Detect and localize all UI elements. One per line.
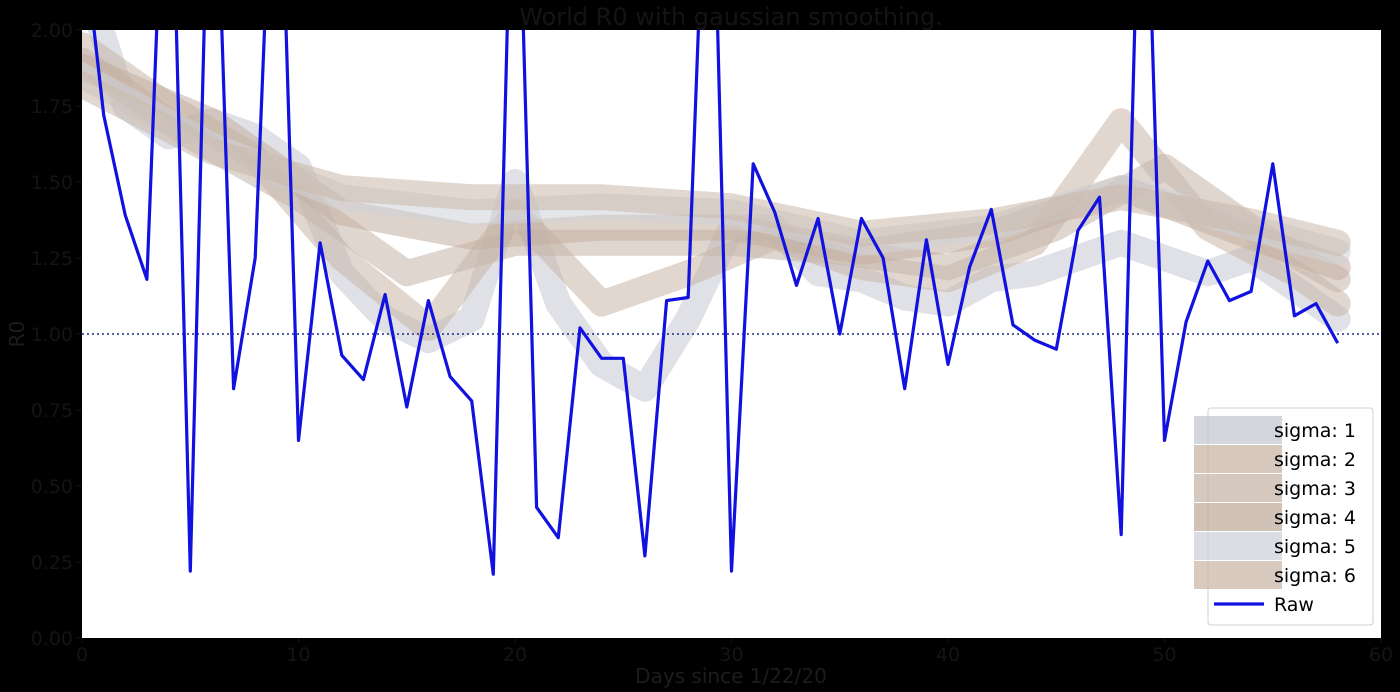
x-axis-label: Days since 1/22/20 bbox=[635, 664, 827, 688]
chart-title: World R0 with gaussian smoothing. bbox=[519, 3, 943, 31]
y-axis-label: R0 bbox=[5, 321, 29, 348]
legend-label: sigma: 1 bbox=[1274, 420, 1356, 442]
legend: sigma: 1 sigma: 2 sigma: 3 sigma: 4 sigma: 5… bbox=[1194, 407, 1374, 626]
legend-swatch bbox=[1194, 561, 1282, 589]
y-tick-label: 2.00 bbox=[31, 20, 73, 42]
legend-swatch bbox=[1194, 503, 1282, 531]
legend-label: sigma: 3 bbox=[1274, 478, 1356, 500]
x-tick-label: 40 bbox=[936, 644, 960, 666]
legend-label: sigma: 4 bbox=[1274, 507, 1356, 529]
x-tick-label: 30 bbox=[719, 644, 743, 666]
legend-swatch bbox=[1194, 416, 1282, 444]
y-tick-label: 1.50 bbox=[31, 172, 73, 194]
axis-ticks: 0 10 20 30 40 50 60 0.00 0.25 0.50 0.75 1.00 1.25 1.5… bbox=[31, 20, 1393, 666]
legend-swatch bbox=[1194, 474, 1282, 502]
y-tick-label: 0.25 bbox=[31, 552, 73, 574]
x-tick-label: 50 bbox=[1152, 644, 1176, 666]
legend-label: sigma: 5 bbox=[1274, 536, 1356, 558]
legend-swatch bbox=[1194, 445, 1282, 473]
raw-line bbox=[92, 30, 1340, 576]
y-tick-label: 1.25 bbox=[31, 248, 73, 270]
raw-series-layer bbox=[92, 30, 1340, 576]
y-tick-label: 0.50 bbox=[31, 476, 73, 498]
band-sigma-6 bbox=[82, 71, 1351, 256]
y-tick-label: 0.75 bbox=[31, 400, 73, 422]
x-tick-label: 10 bbox=[286, 644, 310, 666]
x-tick-label: 20 bbox=[503, 644, 527, 666]
y-tick-label: 1.00 bbox=[31, 324, 73, 346]
y-tick-label: 0.00 bbox=[31, 628, 73, 650]
x-tick-label: 0 bbox=[76, 644, 88, 666]
x-tick-label: 60 bbox=[1369, 644, 1393, 666]
y-tick-label: 1.75 bbox=[31, 96, 73, 118]
legend-label: sigma: 6 bbox=[1274, 565, 1356, 587]
legend-label: Raw bbox=[1274, 594, 1314, 616]
legend-swatch bbox=[1194, 532, 1282, 560]
legend-label: sigma: 2 bbox=[1274, 449, 1356, 471]
